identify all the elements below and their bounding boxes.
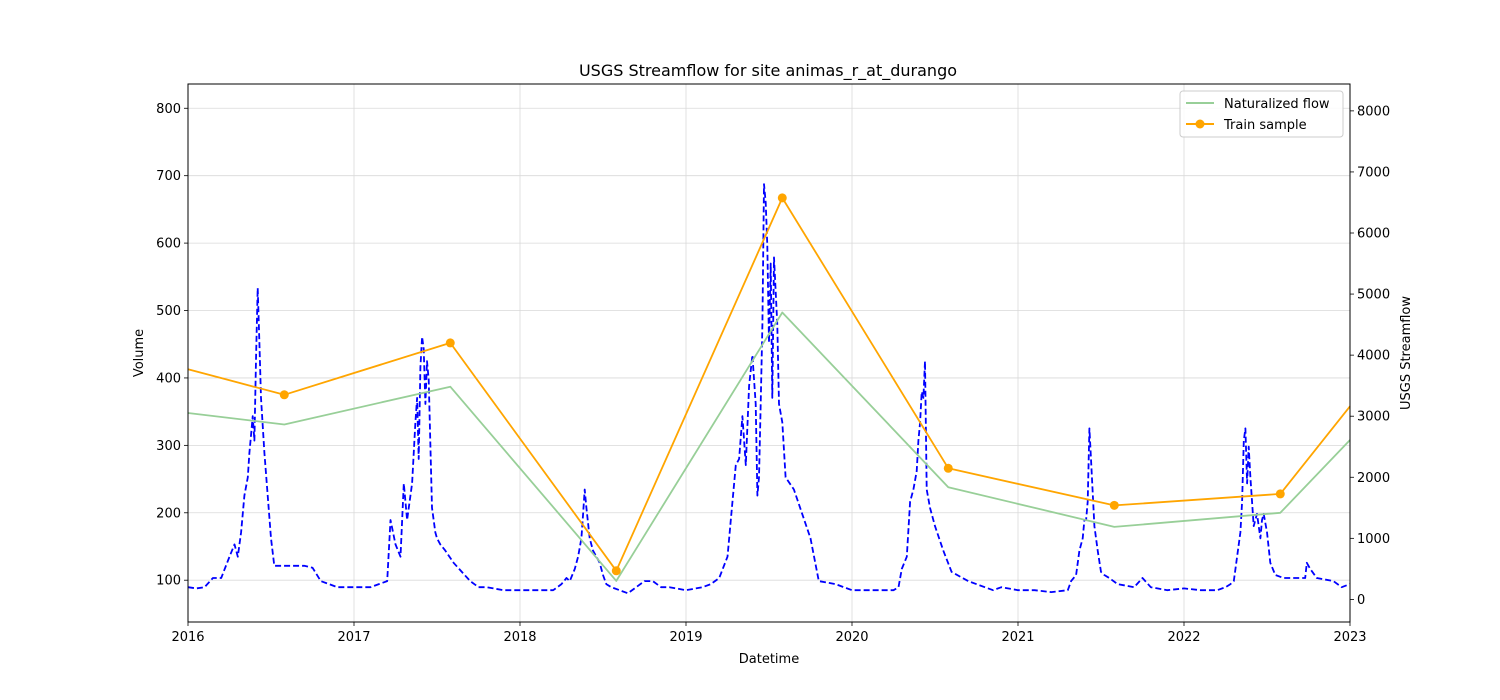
y-tick-label: 300 bbox=[156, 439, 181, 454]
y2-tick-label: 0 bbox=[1357, 593, 1365, 608]
grid bbox=[187, 84, 1351, 622]
train-sample-point bbox=[279, 390, 289, 400]
train-sample-point bbox=[943, 463, 953, 473]
legend-train-marker bbox=[1195, 119, 1205, 129]
x-tick-label: 2023 bbox=[1333, 630, 1366, 645]
y-tick-label: 600 bbox=[156, 237, 181, 252]
x-tick-label: 2022 bbox=[1167, 630, 1200, 645]
y-axis-label: Volume bbox=[132, 329, 147, 377]
y2-tick-label: 5000 bbox=[1357, 288, 1390, 303]
train-sample-point bbox=[1275, 489, 1285, 499]
series-train-sample bbox=[187, 197, 1351, 572]
y-tick-label: 800 bbox=[156, 102, 181, 117]
legend-train-label: Train sample bbox=[1223, 118, 1307, 133]
y2-tick-label: 8000 bbox=[1357, 104, 1390, 119]
legend-naturalized-label: Naturalized flow bbox=[1224, 97, 1330, 112]
y2-tick-label: 6000 bbox=[1357, 227, 1390, 242]
plot-frame bbox=[187, 83, 1351, 623]
y-tick-label: 100 bbox=[156, 574, 181, 589]
chart-title: USGS Streamflow for site animas_r_at_dur… bbox=[579, 61, 957, 81]
x-axis-label: Datetime bbox=[739, 652, 799, 667]
x-tick-label: 2018 bbox=[503, 630, 536, 645]
x-tick-label: 2019 bbox=[669, 630, 702, 645]
series-naturalized-flow bbox=[187, 311, 1351, 582]
legend-box bbox=[1179, 90, 1344, 138]
legend: Naturalized flow Train sample bbox=[1179, 90, 1344, 138]
x-tick-label: 2020 bbox=[835, 630, 868, 645]
y-tick-label: 500 bbox=[156, 304, 181, 319]
y2-tick-label: 7000 bbox=[1357, 165, 1390, 180]
y-tick-label: 400 bbox=[156, 371, 181, 386]
y2-tick-label: 2000 bbox=[1357, 471, 1390, 486]
train-sample-point bbox=[1109, 500, 1119, 510]
train-sample-point bbox=[445, 338, 455, 348]
train-sample-point bbox=[777, 193, 787, 203]
x-axis: 2016 2017 2018 2019 2020 2021 2022 2023 bbox=[171, 622, 1367, 645]
y2-tick-label: 3000 bbox=[1357, 410, 1390, 425]
series-usgs-streamflow bbox=[187, 183, 1351, 595]
y-axis-right: 0 1000 2000 3000 4000 5000 6000 7000 8000 bbox=[1350, 104, 1390, 608]
y2-tick-label: 4000 bbox=[1357, 349, 1390, 364]
train-sample-point bbox=[611, 566, 621, 576]
x-tick-label: 2016 bbox=[171, 630, 204, 645]
y-tick-label: 700 bbox=[156, 169, 181, 184]
plot-area bbox=[187, 183, 1351, 595]
y2-axis-label: USGS Streamflow bbox=[1399, 296, 1414, 410]
x-tick-label: 2017 bbox=[337, 630, 370, 645]
y2-tick-label: 1000 bbox=[1357, 532, 1390, 547]
y-tick-label: 200 bbox=[156, 506, 181, 521]
x-tick-label: 2021 bbox=[1001, 630, 1034, 645]
y-axis-left: 100 200 300 400 500 600 700 800 bbox=[156, 102, 188, 589]
